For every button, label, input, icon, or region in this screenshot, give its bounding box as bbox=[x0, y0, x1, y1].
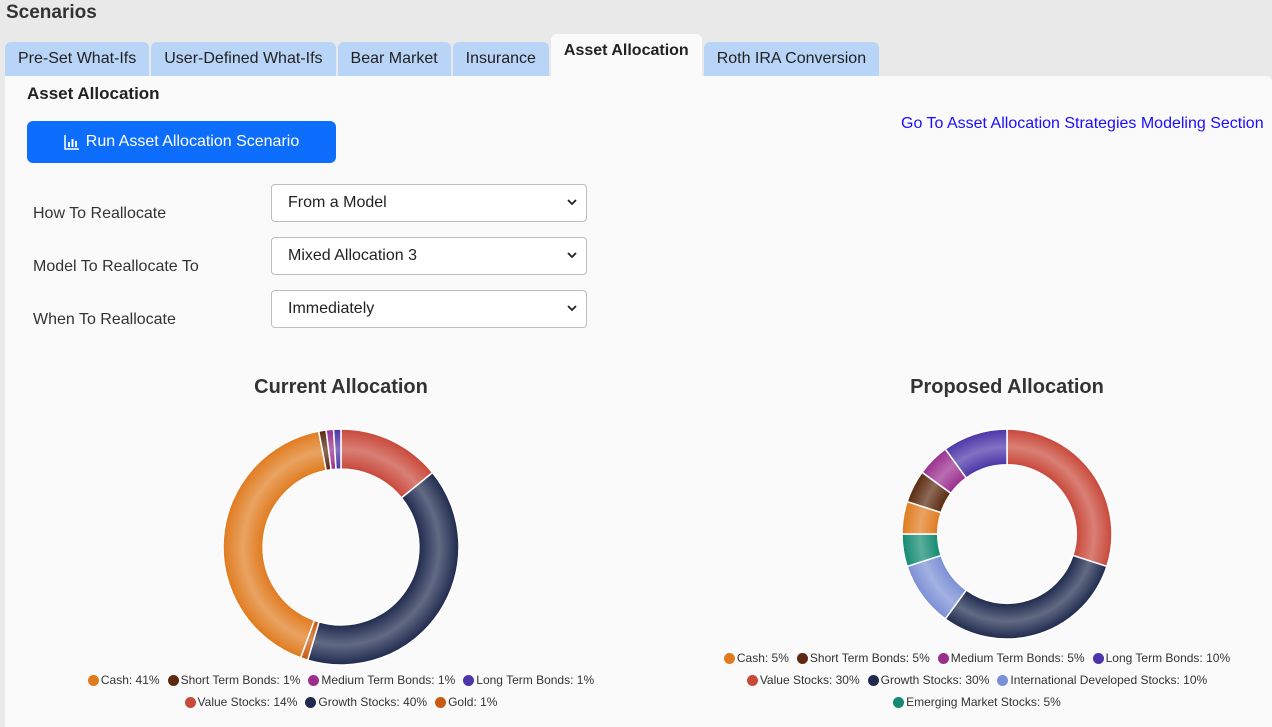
legend-item-medium-term-bonds[interactable]: Medium Term Bonds: 1% bbox=[308, 673, 455, 687]
chevron-down-icon bbox=[567, 305, 577, 312]
bar-chart-icon bbox=[64, 134, 80, 150]
proposed-allocation-title: Proposed Allocation bbox=[910, 376, 1104, 398]
when-to-reallocate-select[interactable]: Immediately bbox=[271, 290, 587, 328]
run-button-label: Run Asset Allocation Scenario bbox=[85, 133, 300, 150]
slice-cash[interactable] bbox=[222, 430, 328, 659]
how-to-reallocate-select[interactable]: From a Model bbox=[271, 184, 587, 222]
legend-row: Cash: 41% Short Term Bonds: 1% Medium Term… bbox=[5, 669, 677, 691]
model-to-reallocate-label: Model To Reallocate To bbox=[33, 258, 199, 275]
proposed-allocation-chart bbox=[901, 428, 1113, 640]
legend-item-growth-stocks[interactable]: Growth Stocks: 30% bbox=[867, 673, 990, 687]
legend-label: Emerging Market Stocks: 5% bbox=[906, 695, 1061, 709]
tab-bear-market[interactable]: Bear Market bbox=[337, 42, 451, 76]
legend-item-medium-term-bonds[interactable]: Medium Term Bonds: 5% bbox=[937, 651, 1085, 665]
current-allocation-title: Current Allocation bbox=[254, 376, 428, 398]
chevron-down-icon bbox=[567, 199, 577, 206]
legend-item-short-term-bonds[interactable]: Short Term Bonds: 5% bbox=[796, 651, 930, 665]
proposed-allocation-legend: Cash: 5% Short Term Bonds: 5% Medium Term … bbox=[677, 647, 1272, 713]
legend-swatch bbox=[723, 652, 735, 664]
legend-swatch bbox=[1092, 652, 1104, 664]
how-to-reallocate-value: From a Model bbox=[288, 194, 387, 211]
legend-swatch bbox=[167, 674, 179, 686]
legend-item-long-term-bonds[interactable]: Long Term Bonds: 10% bbox=[1092, 651, 1231, 665]
when-to-reallocate-value: Immediately bbox=[288, 300, 375, 317]
legend-row: Value Stocks: 30% Growth Stocks: 30% Inter… bbox=[677, 669, 1272, 691]
legend-swatch bbox=[746, 674, 758, 686]
legend-row: Value Stocks: 14% Growth Stocks: 40% Gold:… bbox=[5, 691, 677, 713]
current-allocation-chart bbox=[222, 428, 460, 666]
slice-long-term-bonds[interactable] bbox=[944, 428, 1008, 479]
legend-item-long-term-bonds[interactable]: Long Term Bonds: 1% bbox=[463, 673, 594, 687]
legend-label: Short Term Bonds: 1% bbox=[180, 673, 301, 687]
slice-value-stocks[interactable] bbox=[1006, 428, 1113, 568]
legend-swatch bbox=[463, 674, 475, 686]
section-title: Asset Allocation bbox=[27, 84, 160, 103]
tab-asset-allocation[interactable]: Asset Allocation bbox=[550, 34, 702, 76]
model-to-reallocate-select[interactable]: Mixed Allocation 3 bbox=[271, 237, 587, 275]
legend-label: Cash: 5% bbox=[736, 651, 789, 665]
legend-row: Cash: 5% Short Term Bonds: 5% Medium Term … bbox=[677, 647, 1272, 669]
tab-insurance[interactable]: Insurance bbox=[452, 42, 549, 76]
legend-item-short-term-bonds[interactable]: Short Term Bonds: 1% bbox=[167, 673, 301, 687]
legend-item-gold[interactable]: Gold: 1% bbox=[435, 695, 497, 709]
legend-swatch bbox=[184, 696, 196, 708]
legend-row: Emerging Market Stocks: 5% bbox=[677, 691, 1272, 713]
legend-label: Growth Stocks: 30% bbox=[880, 673, 990, 687]
page-title: Scenarios bbox=[6, 2, 97, 23]
legend-label: Short Term Bonds: 5% bbox=[809, 651, 930, 665]
tab-bar: Pre-Set What-Ifs User-Defined What-Ifs B… bbox=[5, 34, 880, 76]
legend-swatch bbox=[937, 652, 949, 664]
legend-label: Growth Stocks: 40% bbox=[318, 695, 428, 709]
legend-item-value-stocks[interactable]: Value Stocks: 30% bbox=[746, 673, 860, 687]
asset-allocation-panel: Asset Allocation Run Asset Allocation Sc… bbox=[5, 76, 1272, 727]
legend-swatch bbox=[867, 674, 879, 686]
legend-swatch bbox=[893, 696, 905, 708]
legend-item-growth-stocks[interactable]: Growth Stocks: 40% bbox=[305, 695, 427, 709]
slice-long-term-bonds[interactable] bbox=[332, 428, 342, 471]
legend-label: Value Stocks: 14% bbox=[197, 695, 298, 709]
legend-label: Cash: 41% bbox=[100, 673, 160, 687]
legend-item-international-developed-stocks[interactable]: International Developed Stocks: 10% bbox=[997, 673, 1207, 687]
legend-swatch bbox=[308, 674, 320, 686]
slice-growth-stocks[interactable] bbox=[306, 471, 460, 666]
legend-item-value-stocks[interactable]: Value Stocks: 14% bbox=[184, 695, 298, 709]
legend-label: Gold: 1% bbox=[448, 695, 498, 709]
legend-swatch bbox=[997, 674, 1009, 686]
legend-swatch bbox=[87, 674, 99, 686]
run-asset-allocation-button[interactable]: Run Asset Allocation Scenario bbox=[27, 121, 336, 163]
tab-roth-ira-conversion[interactable]: Roth IRA Conversion bbox=[703, 42, 880, 76]
tab-pre-set-what-ifs[interactable]: Pre-Set What-Ifs bbox=[5, 42, 150, 76]
legend-label: Medium Term Bonds: 5% bbox=[950, 651, 1085, 665]
legend-swatch bbox=[305, 696, 317, 708]
tab-user-defined-what-ifs[interactable]: User-Defined What-Ifs bbox=[151, 42, 336, 76]
goto-strategies-link[interactable]: Go To Asset Allocation Strategies Modeli… bbox=[901, 115, 1264, 132]
slice-growth-stocks[interactable] bbox=[944, 554, 1108, 640]
legend-label: Long Term Bonds: 1% bbox=[476, 673, 595, 687]
when-to-reallocate-label: When To Reallocate bbox=[33, 311, 176, 328]
legend-item-emerging-market-stocks[interactable]: Emerging Market Stocks: 5% bbox=[893, 695, 1061, 709]
legend-label: International Developed Stocks: 10% bbox=[1010, 673, 1208, 687]
legend-swatch bbox=[435, 696, 447, 708]
legend-item-cash[interactable]: Cash: 41% bbox=[87, 673, 160, 687]
model-to-reallocate-value: Mixed Allocation 3 bbox=[288, 247, 417, 264]
legend-swatch bbox=[796, 652, 808, 664]
chevron-down-icon bbox=[567, 252, 577, 259]
legend-label: Medium Term Bonds: 1% bbox=[321, 673, 456, 687]
current-allocation-legend: Cash: 41% Short Term Bonds: 1% Medium Term… bbox=[5, 669, 677, 713]
legend-item-cash[interactable]: Cash: 5% bbox=[723, 651, 789, 665]
how-to-reallocate-label: How To Reallocate bbox=[33, 205, 167, 222]
legend-label: Long Term Bonds: 10% bbox=[1105, 651, 1231, 665]
legend-label: Value Stocks: 30% bbox=[759, 673, 860, 687]
